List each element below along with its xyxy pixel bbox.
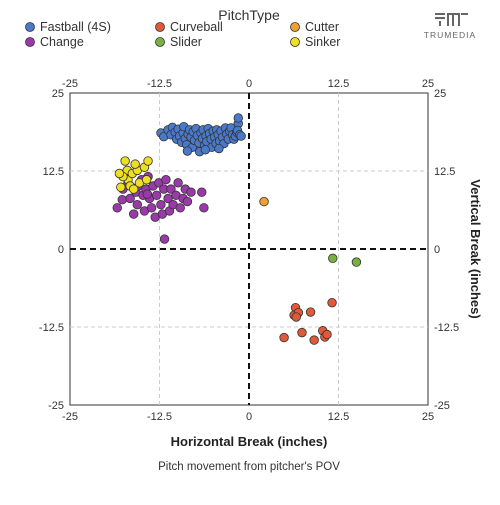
- legend-marker-cutter: [290, 22, 300, 32]
- legend-label-sinker: Sinker: [305, 35, 340, 49]
- point-change: [125, 193, 135, 204]
- legend-marker-sinker: [290, 37, 300, 47]
- x-tick-label-bottom: -25: [62, 411, 78, 423]
- point-sinker: [129, 184, 139, 194]
- x-tick-label-bottom: 0: [246, 411, 252, 423]
- point-change: [163, 193, 173, 204]
- legend-label-curveball: Curveball: [170, 20, 223, 34]
- x-tick-label-top: -25: [62, 78, 78, 90]
- point-curveball: [305, 307, 316, 317]
- point-fastball-4s: [214, 143, 224, 154]
- point-sinker: [120, 156, 130, 166]
- x-tick-label-top: -12.5: [147, 78, 172, 90]
- point-fastball-4s: [236, 131, 246, 141]
- point-change: [175, 203, 185, 213]
- point-change: [132, 199, 143, 210]
- y-tick-label-right: -25: [434, 400, 450, 412]
- point-change: [142, 189, 153, 199]
- point-change: [151, 190, 162, 201]
- x-tick-label-top: 25: [422, 78, 434, 90]
- point-change: [156, 199, 166, 210]
- point-sinker: [114, 168, 125, 179]
- caption: Pitch movement from pitcher's POV: [158, 461, 340, 473]
- y-tick-label-right: -12.5: [434, 322, 459, 334]
- point-fastball-4s: [182, 146, 193, 156]
- point-change: [159, 234, 170, 244]
- y-tick-label-left: 25: [52, 88, 64, 100]
- point-change: [166, 184, 176, 194]
- point-sinker: [130, 159, 140, 169]
- zero-lines: [70, 93, 428, 405]
- y-tick-label-right: 25: [434, 88, 446, 100]
- y-tick-label-right: 0: [434, 244, 440, 256]
- legend-label-fastball-4s: Fastball (4S): [40, 20, 111, 34]
- point-curveball: [322, 329, 332, 340]
- point-change: [199, 203, 209, 213]
- point-slider: [351, 257, 362, 267]
- point-curveball: [297, 327, 307, 338]
- x-tick-label-top: 12.5: [328, 78, 349, 90]
- x-axis-title: Horizontal Break (inches): [171, 434, 328, 449]
- legend: Fastball (4S) Curveball Cutter Change Slider…: [25, 20, 340, 49]
- point-change: [161, 175, 171, 185]
- point-change: [173, 178, 183, 188]
- x-tick-label-bottom: 25: [422, 411, 434, 423]
- trumedia-logo: TRUMEDIA: [424, 13, 476, 40]
- point-sinker: [116, 182, 126, 192]
- point-slider: [328, 253, 338, 264]
- point-change: [197, 187, 207, 197]
- y-tick-label-left: 12.5: [43, 166, 64, 178]
- data-points: [112, 113, 362, 345]
- y-tick-label-left: -12.5: [39, 322, 64, 334]
- point-sinker: [141, 175, 152, 185]
- y-tick-label-left: 0: [58, 244, 64, 256]
- y-tick-label-right: 12.5: [434, 166, 455, 178]
- point-change: [129, 209, 139, 219]
- point-change: [186, 187, 196, 197]
- x-tick-label-bottom: 12.5: [328, 411, 349, 423]
- point-curveball: [279, 332, 289, 343]
- point-curveball: [309, 335, 319, 345]
- y-tick-label-left: -25: [48, 400, 64, 412]
- legend-marker-slider: [155, 37, 165, 47]
- brand-text: TRUMEDIA: [424, 30, 476, 40]
- point-sinker: [143, 156, 153, 166]
- x-tick-label-top: 0: [246, 78, 252, 90]
- legend-label-cutter: Cutter: [305, 20, 339, 34]
- point-change: [146, 203, 157, 213]
- point-fastball-4s: [200, 145, 211, 155]
- legend-label-change: Change: [40, 35, 84, 49]
- legend-title: PitchType: [218, 7, 280, 23]
- point-fastball-4s: [233, 113, 243, 123]
- legend-marker-curveball: [155, 22, 165, 32]
- point-change: [117, 195, 127, 205]
- legend-marker-change: [25, 37, 35, 47]
- x-tick-label-bottom: -12.5: [147, 411, 172, 423]
- legend-marker-fastball-4s: [25, 22, 35, 32]
- point-change: [182, 196, 193, 207]
- y-axis-title: Vertical Break (inches): [468, 179, 483, 318]
- point-curveball: [291, 312, 301, 322]
- point-change: [112, 203, 122, 213]
- point-curveball: [327, 297, 337, 308]
- point-cutter: [259, 196, 269, 207]
- legend-label-slider: Slider: [170, 35, 202, 49]
